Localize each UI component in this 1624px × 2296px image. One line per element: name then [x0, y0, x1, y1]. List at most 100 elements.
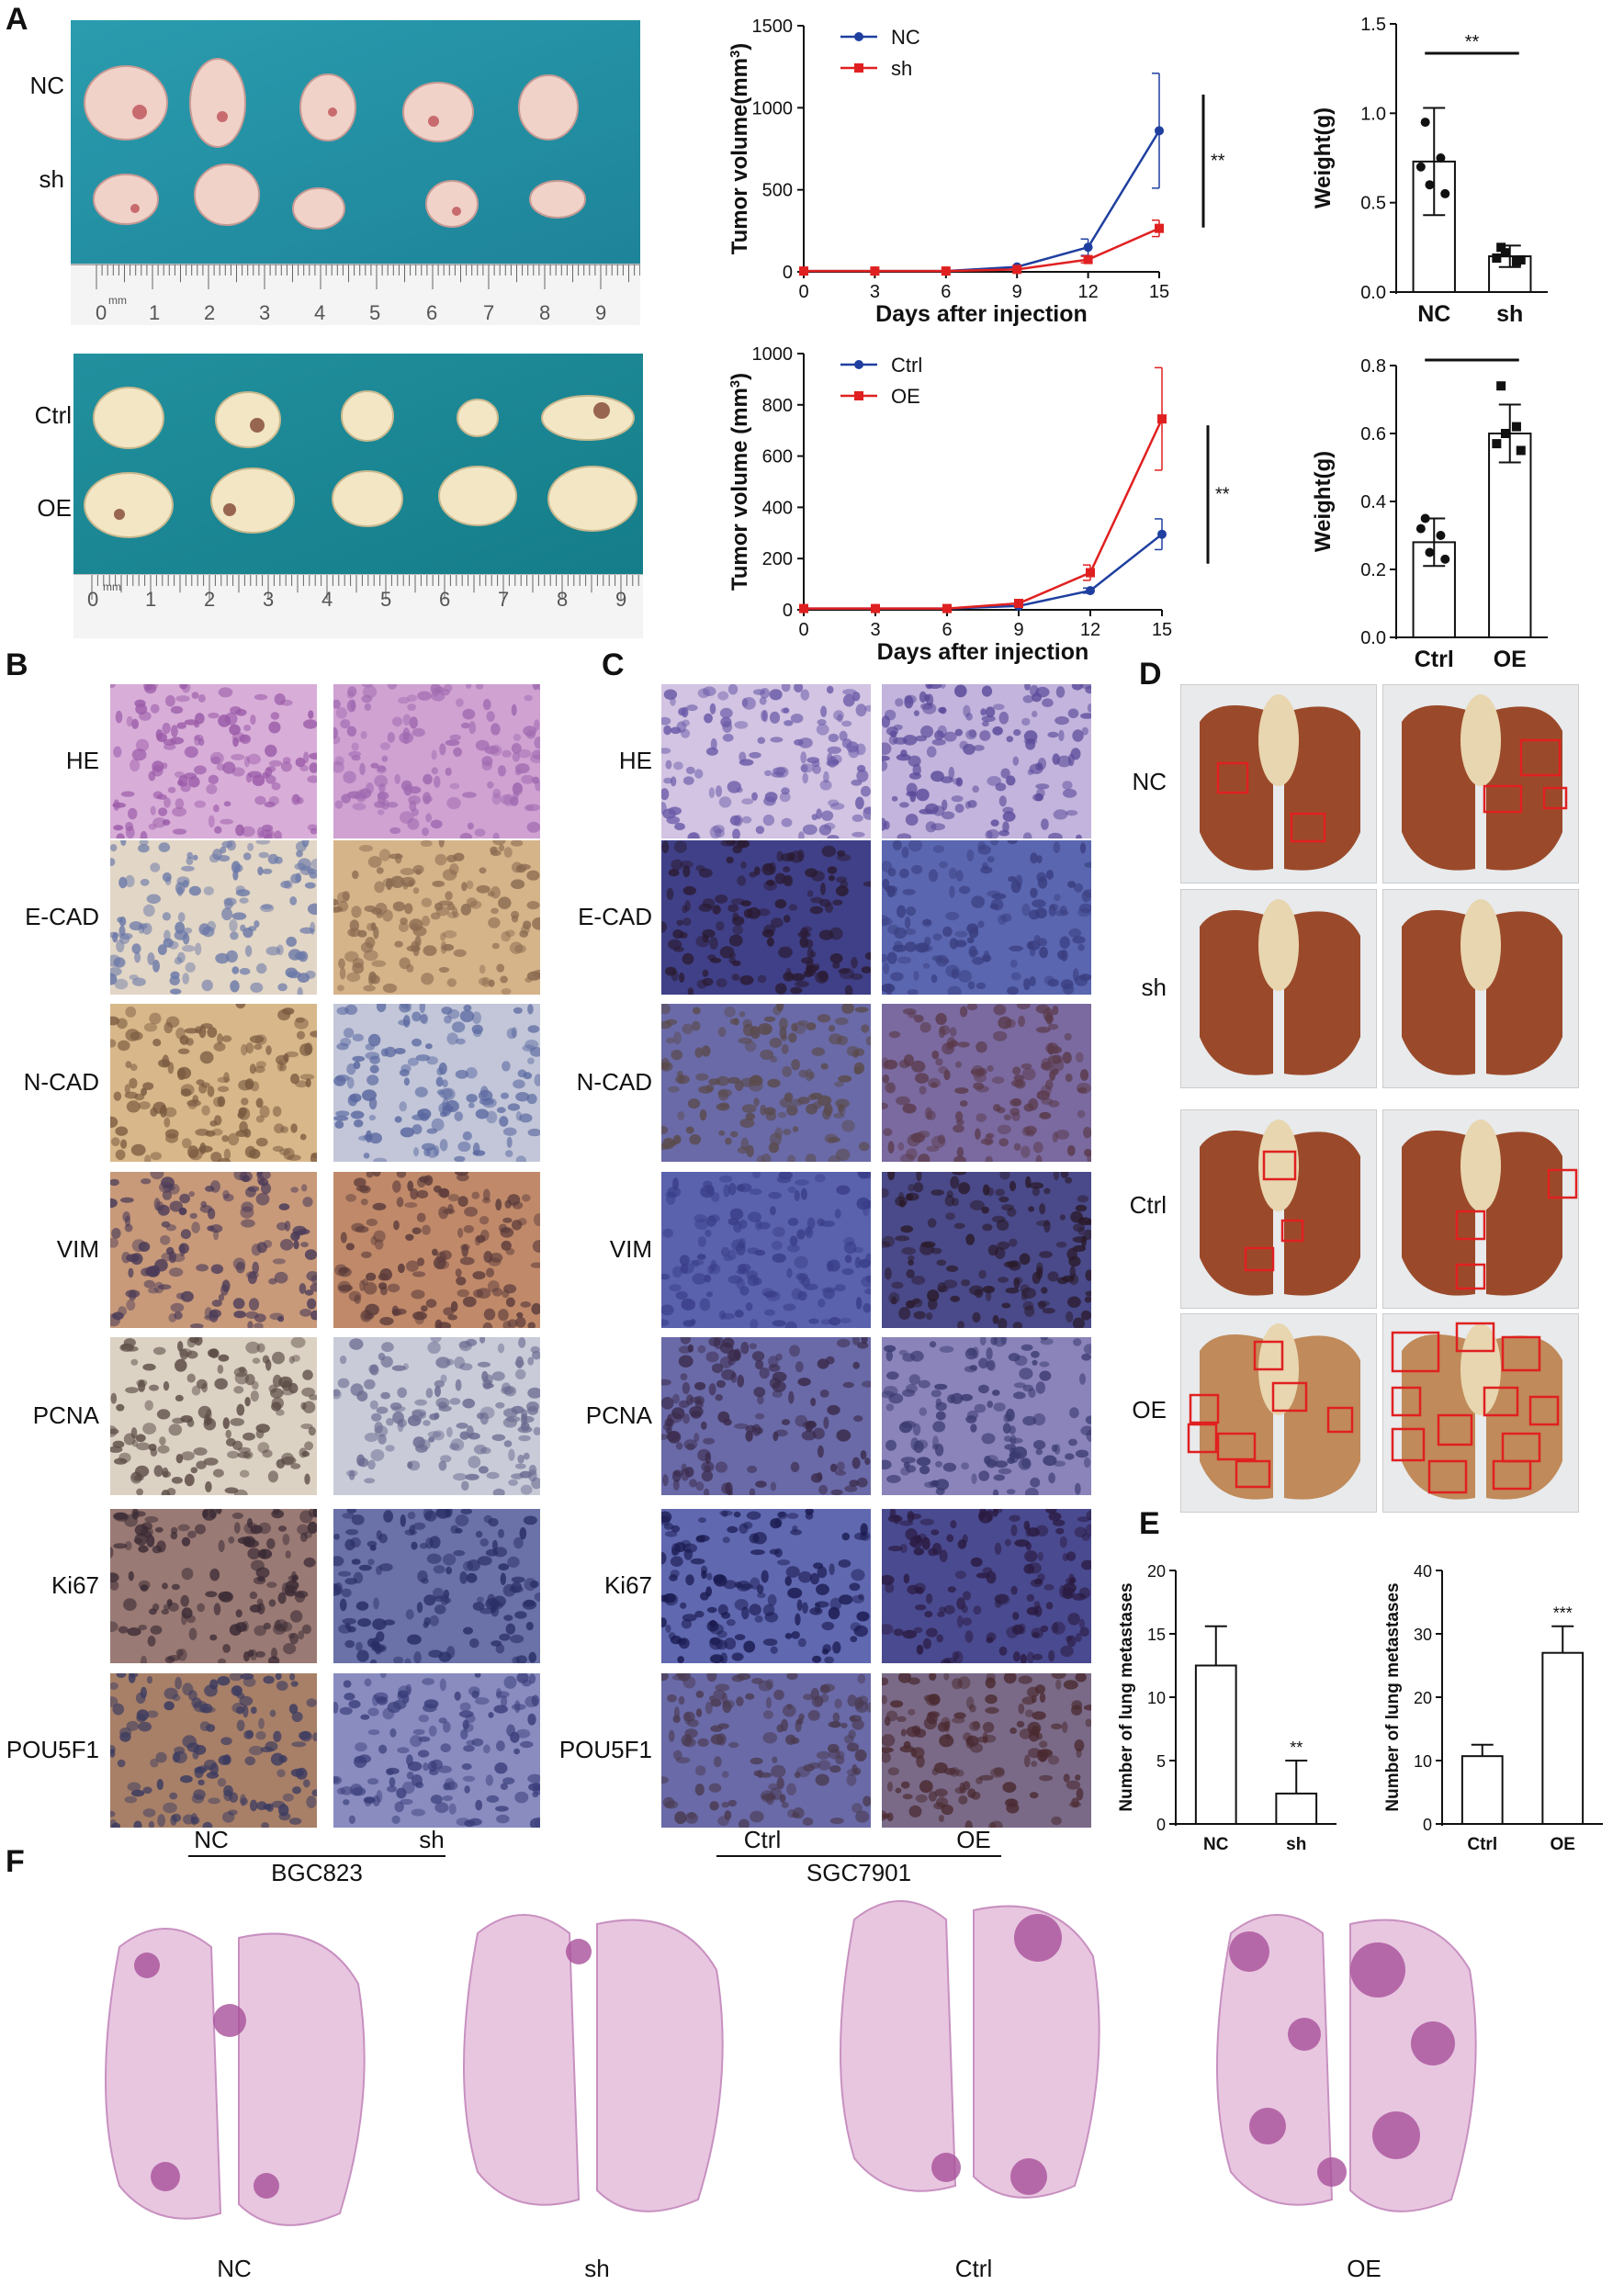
ihc-b-nc-he	[106, 678, 323, 844]
panel-label-b: B	[6, 647, 28, 682]
y-tick-label: 30	[1414, 1626, 1432, 1644]
ruler-bottom-numbers: 0 mm 1 2 3 4 5 6 7 8 9	[73, 580, 643, 615]
section-lobe	[1216, 1914, 1334, 2206]
lung-lobe-right	[1486, 1131, 1562, 1296]
ruler-num: 1	[145, 588, 157, 611]
data-point	[1155, 223, 1164, 233]
trachea	[1258, 694, 1299, 786]
data-point	[870, 266, 880, 276]
metastasis-box	[1187, 1423, 1218, 1454]
metastatic-nodule	[134, 1953, 160, 1978]
legend-marker	[854, 32, 863, 41]
data-point	[941, 266, 951, 276]
x-tick-label: 15	[1152, 620, 1172, 640]
scatter-point	[1415, 162, 1426, 172]
series-line-nc	[804, 129, 1161, 273]
metastasis-box	[1483, 1386, 1519, 1417]
ihc-c-ctrl-n-cad	[655, 1000, 874, 1167]
y-tick-label: 0	[783, 263, 793, 283]
significance-label: **	[1215, 484, 1230, 504]
ihc-c-stain-label: VIM	[609, 1235, 652, 1263]
ihc-b-col-label-sh: sh	[419, 1826, 445, 1853]
ruler-num: 0	[87, 588, 99, 611]
category-label: Ctrl	[1467, 1835, 1497, 1854]
metastasis-box	[1501, 1335, 1541, 1372]
y-tick-label: 1.0	[1360, 104, 1386, 124]
trachea	[1460, 1120, 1501, 1211]
ruler-num: 0	[96, 301, 107, 324]
bar-ctrl	[1460, 1755, 1504, 1825]
metastasis-box	[1391, 1427, 1426, 1462]
y-tick-label: 200	[762, 549, 793, 569]
metastatic-nodule	[566, 1939, 592, 1964]
trachea	[1460, 1323, 1501, 1415]
tumor-growth-chart-sh: 0 500 1000 1500 0 3 6 9 12 15 Days after injection…	[727, 17, 1225, 327]
y-tick-label: 0.6	[1360, 424, 1386, 445]
x-tick-label: 6	[942, 620, 952, 640]
metastasis-box	[1262, 1150, 1297, 1181]
y-tick-label: 1000	[752, 344, 794, 365]
ruler-num: 5	[380, 588, 392, 611]
lung-lobe-right	[1486, 1335, 1562, 1500]
ruler-num: 2	[204, 588, 216, 611]
ihc-b-nc-e-cad	[104, 835, 323, 998]
metastasis-box	[1216, 761, 1249, 794]
data-point	[1086, 586, 1095, 596]
section-label-oe: OE	[1347, 2255, 1382, 2282]
ihc-b-sh-ki67	[327, 1505, 545, 1667]
y-tick-label: 10	[1147, 1689, 1166, 1707]
ruler-num: 7	[498, 588, 510, 611]
trachea	[1460, 694, 1501, 786]
ihc-c-oe-pou5f1	[876, 1670, 1098, 1833]
ihc-b-stain-label: HE	[65, 747, 99, 774]
ruler-num: 2	[204, 301, 216, 324]
x-tick-label: 9	[1012, 282, 1022, 302]
x-tick-label: 0	[798, 282, 808, 302]
scatter-point	[1440, 188, 1450, 198]
metastatic-nodule	[1350, 1942, 1405, 1998]
metastasis-box	[1542, 786, 1568, 810]
lung-lobe-left	[1200, 1131, 1273, 1296]
y-axis-label: Weight(g)	[1311, 107, 1336, 208]
section-lobe	[840, 1900, 957, 2192]
category-label: OE	[1494, 647, 1527, 672]
category-label: sh	[1496, 301, 1523, 327]
ihc-c-oe-n-cad	[875, 1001, 1094, 1167]
scatter-point	[1516, 254, 1526, 264]
ihc-b-nc-pcna	[104, 1335, 319, 1501]
metastatic-nodule	[151, 2162, 180, 2191]
ihc-b-stain-label: N-CAD	[23, 1068, 99, 1096]
photo-row-label-oe: OE	[37, 494, 72, 522]
significance-label: **	[1465, 32, 1480, 52]
scatter-point	[1496, 242, 1506, 253]
ihc-c-stain-label: PCNA	[585, 1401, 652, 1429]
ihc-b-stain-label: POU5F1	[6, 1736, 99, 1763]
ihc-b-sh-vim	[333, 1168, 546, 1334]
metastasis-box	[1271, 1381, 1308, 1412]
section-lobe	[238, 1932, 366, 2226]
metastatic-nodule	[1288, 2018, 1321, 2051]
scatter-point	[1500, 429, 1510, 438]
ruler-num: 1	[149, 301, 161, 324]
scatter-point	[1500, 248, 1510, 258]
ruler-num: 9	[615, 588, 627, 611]
ruler-num: 8	[539, 301, 551, 324]
x-tick-label: 12	[1077, 282, 1098, 302]
series-line-oe	[804, 418, 1164, 610]
metastasis-box	[1244, 1246, 1275, 1272]
ihc-b-nc-pou5f1	[106, 1671, 321, 1831]
lung-lobe-right	[1284, 706, 1360, 871]
y-tick-label: 0.2	[1360, 560, 1386, 580]
legend-marker	[854, 360, 863, 369]
scatter-point	[1440, 554, 1450, 564]
y-tick-label: 15	[1147, 1626, 1166, 1644]
metastasis-box	[1326, 1406, 1354, 1434]
lung-photo-ctrl-1	[1180, 1109, 1377, 1309]
lung-lobe-right	[1284, 1335, 1360, 1500]
scatter-point	[1496, 381, 1506, 391]
photo-row-label-ctrl: Ctrl	[34, 401, 72, 429]
ruler-num: 7	[483, 301, 495, 324]
significance-label: **	[1211, 151, 1225, 171]
legend-label: NC	[891, 26, 920, 49]
data-point	[799, 266, 808, 276]
